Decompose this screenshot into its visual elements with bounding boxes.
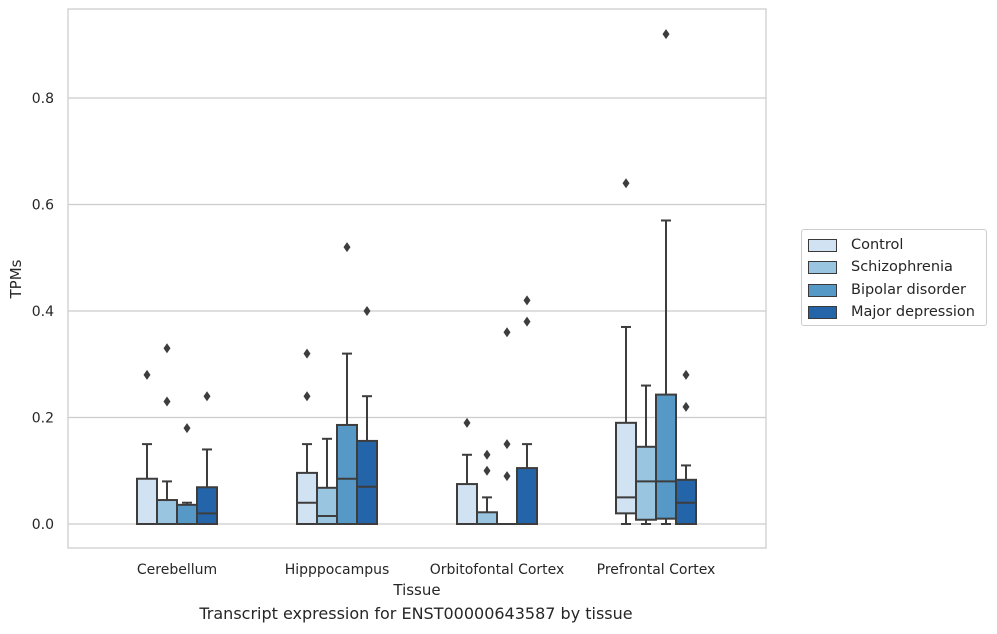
outlier-point [682,369,690,380]
x-tick-labels: Cerebellum Hipppocampus Orbitofontal Corte… [137,562,715,578]
x-tick-label: Orbitofontal Cortex [430,562,565,578]
outlier-point [503,439,511,450]
outlier-point [143,369,151,380]
outlier-point [343,242,351,253]
outlier-point [682,401,690,412]
box-cerebellum-bipolar-disorder [176,423,198,525]
box-iqr [655,393,677,520]
legend-swatch-bipolar-disorder [808,283,837,297]
box-prefrontal-cortex-control [615,178,637,525]
legend-item-bipolar-disorder: Bipolar disorder [808,280,966,300]
box-hipppocampus-major-depression [356,306,378,525]
legend-item-major-depression: Major depression [808,302,975,322]
box-iqr [615,421,637,515]
outlier-point [363,306,371,316]
box-iqr [476,511,498,525]
legend-swatch-schizophrenia [808,260,837,274]
legend-swatch-major-depression [808,305,837,319]
box-hipppocampus-control [296,348,318,526]
box-iqr [316,486,338,526]
box-cerebellum-schizophrenia [156,343,178,526]
y-tick-label: 0.4 [32,304,54,320]
outlier-point [163,343,171,354]
outlier-point [662,29,670,40]
outlier-point [463,417,471,428]
y-tick-label: 0.2 [32,411,54,427]
box-hipppocampus-schizophrenia [316,437,338,526]
box-iqr [196,486,218,526]
box-iqr [296,471,318,526]
outlier-point [163,396,171,407]
outlier-point [303,391,311,402]
box-orbitofontal-cortex-control [456,417,478,525]
box-orbitofontal-cortex-major-depression [516,295,538,525]
outlier-point [503,327,511,338]
outlier-point [622,178,630,189]
plot-area-frame [67,8,767,549]
outlier-point [503,471,511,482]
outlier-point [183,423,191,434]
legend: Control Schizophrenia Bipolar disorder M… [801,229,987,326]
outlier-point [523,295,531,306]
legend-label-control: Control [851,237,904,253]
legend-label-bipolar-disorder: Bipolar disorder [851,282,966,298]
x-tick-label: Prefrontal Cortex [597,562,716,578]
y-axis-label: TPMs [7,259,25,299]
box-iqr [156,499,178,526]
box-cerebellum-major-depression [196,391,218,526]
box-iqr [176,503,198,525]
box-cerebellum-control [136,369,158,525]
box-iqr [635,445,657,521]
outlier-point [483,465,491,476]
box-prefrontal-cortex-major-depression [675,369,697,525]
boxes [136,29,697,526]
y-tick-label: 0.6 [32,198,54,214]
box-iqr [516,467,538,525]
outlier-point [483,449,491,460]
outlier-point [303,348,311,359]
y-tick-labels: 0.0 0.2 0.4 0.6 0.8 [32,91,54,533]
x-axis-label: Tissue [392,581,440,599]
y-tick-label: 0.0 [32,517,54,533]
box-prefrontal-cortex-schizophrenia [635,384,657,525]
legend-label-major-depression: Major depression [851,304,975,320]
legend-label-schizophrenia: Schizophrenia [851,259,953,275]
box-iqr [336,423,358,525]
box-hipppocampus-bipolar-disorder [336,242,358,525]
box-iqr [136,477,158,525]
box-iqr [356,439,378,525]
box-iqr [456,483,478,525]
legend-swatch-control [808,238,837,252]
y-tick-label: 0.8 [32,91,54,107]
chart-caption: Transcript expression for ENST0000064358… [199,604,633,623]
outlier-point [523,316,531,327]
box-orbitofontal-cortex-bipolar-disorder [496,327,518,526]
box-prefrontal-cortex-bipolar-disorder [655,29,677,525]
legend-item-schizophrenia: Schizophrenia [808,257,953,277]
x-tick-label: Hipppocampus [285,562,390,578]
x-tick-label: Cerebellum [137,562,217,578]
box-orbitofontal-cortex-schizophrenia [476,449,498,525]
outlier-point [203,391,211,402]
legend-item-control: Control [808,235,903,255]
